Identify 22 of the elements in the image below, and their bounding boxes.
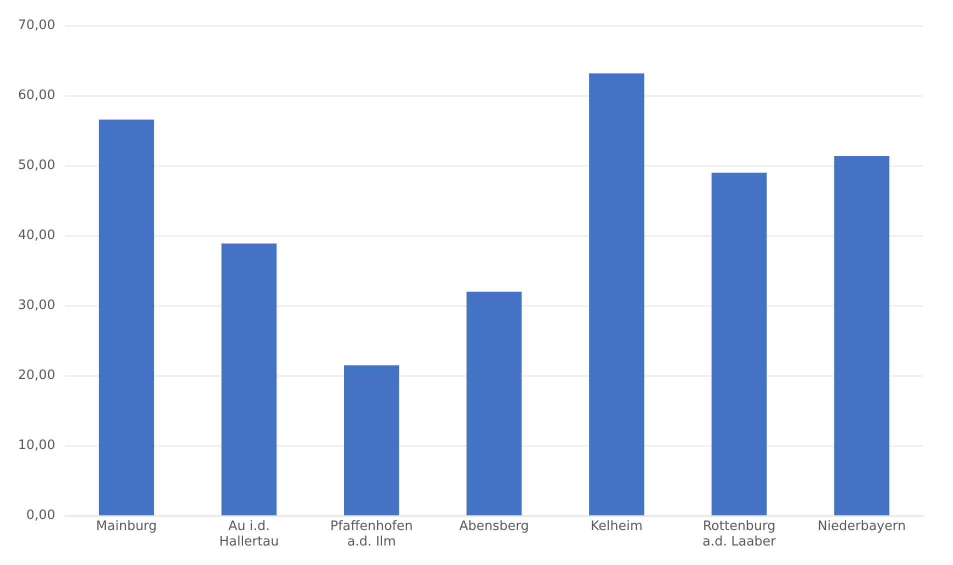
- bar: [98, 120, 154, 516]
- y-tick-label: 10,00: [18, 438, 56, 454]
- y-tick-label: 40,00: [18, 228, 56, 244]
- x-tick-label: Rottenburg a.d. Laaber: [702, 518, 777, 550]
- y-tick-label: 60,00: [18, 88, 56, 104]
- x-tick-label: Niederbayern: [818, 518, 906, 534]
- x-tick-label: Pfaffenhofen a.d. Ilm: [330, 518, 413, 550]
- bar: [221, 244, 277, 516]
- x-tick-label: Abensberg: [459, 518, 529, 534]
- bar: [466, 292, 522, 516]
- x-tick-label: Mainburg: [96, 518, 157, 534]
- y-tick-label: 30,00: [18, 298, 56, 314]
- bar: [344, 365, 400, 516]
- bar: [712, 172, 767, 516]
- x-tick-label: Kelheim: [590, 518, 643, 534]
- x-tick-label: Au i.d. Hallertau: [219, 518, 279, 550]
- y-tick-label: 70,00: [18, 18, 56, 34]
- bar: [589, 73, 644, 516]
- y-tick-label: 0,00: [26, 508, 56, 524]
- y-tick-label: 20,00: [18, 368, 56, 384]
- y-tick-label: 50,00: [18, 158, 56, 174]
- bar: [834, 156, 890, 516]
